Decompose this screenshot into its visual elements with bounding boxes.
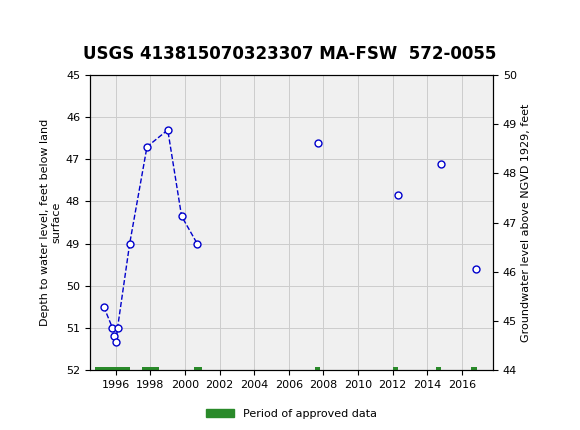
Text: USGS 413815070323307 MA-FSW  572-0055: USGS 413815070323307 MA-FSW 572-0055 xyxy=(84,45,496,63)
Bar xyxy=(315,367,320,373)
Bar xyxy=(95,367,130,373)
Bar xyxy=(194,367,202,373)
Bar xyxy=(436,367,441,373)
Y-axis label: Depth to water level, feet below land
surface: Depth to water level, feet below land su… xyxy=(40,119,61,326)
Text: ≡USGS: ≡USGS xyxy=(3,12,63,27)
Legend: Period of approved data: Period of approved data xyxy=(202,404,381,423)
Y-axis label: Groundwater level above NGVD 1929, feet: Groundwater level above NGVD 1929, feet xyxy=(521,103,531,342)
Bar xyxy=(393,367,398,373)
Bar xyxy=(142,367,159,373)
Bar xyxy=(470,367,477,373)
